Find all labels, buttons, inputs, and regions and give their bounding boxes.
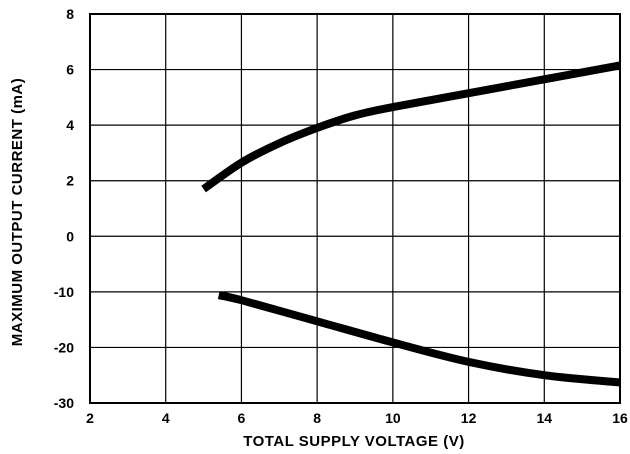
- x-tick-label: 4: [162, 410, 170, 426]
- y-axis-title: MAXIMUM OUTPUT CURRENT (mA): [9, 78, 26, 346]
- grid: [90, 14, 620, 403]
- x-tick-labels: 2 4 6 8 10 12 14 16: [86, 410, 628, 426]
- y-tick-label: 2: [66, 173, 74, 189]
- series-layer: [201, 61, 621, 387]
- series-line-positive: [201, 61, 621, 193]
- series-line-negative: [217, 291, 621, 387]
- x-axis-title: TOTAL SUPPLY VOLTAGE (V): [243, 433, 464, 450]
- x-tick-label: 14: [536, 410, 552, 426]
- x-tick-label: 10: [385, 410, 401, 426]
- y-tick-label: 4: [66, 117, 74, 133]
- x-tick-label: 6: [238, 410, 246, 426]
- x-tick-label: 16: [612, 410, 628, 426]
- y-tick-label: -20: [54, 339, 74, 355]
- y-tick-label: 0: [66, 228, 74, 244]
- y-tick-label: -30: [54, 395, 74, 411]
- y-tick-label: -10: [54, 284, 74, 300]
- y-tick-label: 8: [66, 6, 74, 22]
- x-tick-label: 8: [313, 410, 321, 426]
- plot-frame: [89, 13, 621, 404]
- x-tick-label: 12: [461, 410, 477, 426]
- y-tick-labels: 8 6 4 2 0 -10 -20 -30: [54, 6, 74, 411]
- y-tick-label: 6: [66, 62, 74, 78]
- x-tick-label: 2: [86, 410, 94, 426]
